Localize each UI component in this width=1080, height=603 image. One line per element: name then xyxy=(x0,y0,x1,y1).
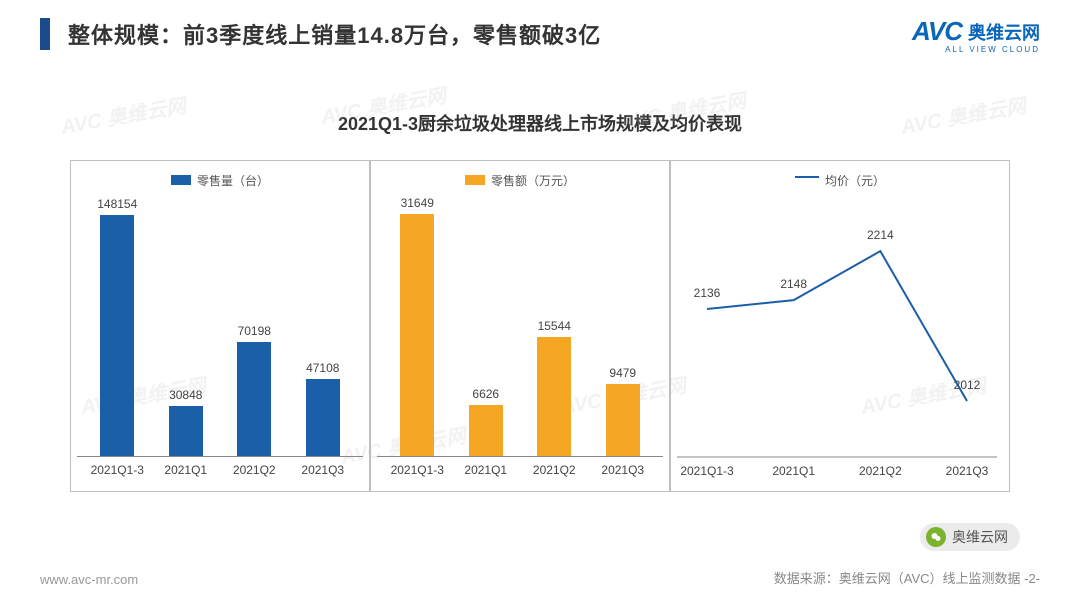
charts-row: 零售量（台） 148154308487019847108 2021Q1-3202… xyxy=(0,160,1080,492)
bar-area: 148154 30848 70198 47108 xyxy=(77,197,363,457)
bar-0: 148154 xyxy=(85,197,149,456)
bar-rect xyxy=(537,337,571,456)
bar-3: 47108 xyxy=(291,361,355,456)
x-tick: 2021Q3 xyxy=(946,464,989,478)
bar-rect xyxy=(306,379,340,456)
logo-text-en: AVC xyxy=(912,16,962,47)
x-tick: 2021Q3 xyxy=(291,463,355,477)
line-value-label: 2214 xyxy=(867,228,894,242)
bar-value-label: 9479 xyxy=(609,366,636,380)
line-plot: 2136 2148 2214 2012 2021Q1-3 2021Q1 2021Q2 2021… xyxy=(677,197,1003,485)
bar-value-label: 70198 xyxy=(238,324,271,338)
x-axis: 2021Q1-3 2021Q1 2021Q2 2021Q3 xyxy=(77,457,363,477)
bar-rect xyxy=(100,215,134,456)
chart-main-title: 2021Q1-3厨余垃圾处理器线上市场规模及均价表现 xyxy=(0,110,1080,136)
x-axis: 2021Q1-3 2021Q1 2021Q2 2021Q3 xyxy=(377,457,663,477)
line-value-label: 2136 xyxy=(694,286,721,300)
x-tick: 2021Q2 xyxy=(522,463,586,477)
bar-2: 15544 xyxy=(522,319,586,456)
sales-volume-bar-chart: 零售量（台） 148154308487019847108 2021Q1-3202… xyxy=(70,160,370,492)
legend-price: 均价（元） xyxy=(677,171,1003,189)
bar-value-label: 30848 xyxy=(169,388,202,402)
bar-value-label: 6626 xyxy=(472,387,499,401)
bar-value-label: 47108 xyxy=(306,361,339,375)
bar-rect xyxy=(400,214,434,456)
page-title: 整体规模：前3季度线上销量14.8万台，零售额破3亿 xyxy=(68,18,601,50)
line-svg: 2136 2148 2214 2012 2021Q1-3 2021Q1 2021Q2 2021… xyxy=(677,197,997,485)
x-tick: 2021Q2 xyxy=(222,463,286,477)
brand-logo: AVC 奥维云网 ALL VIEW CLOUD xyxy=(912,16,1040,54)
legend-swatch xyxy=(465,175,485,185)
bar-rect xyxy=(237,342,271,456)
x-tick: 2021Q3 xyxy=(591,463,655,477)
wechat-badge: 奥维云网 xyxy=(920,523,1020,551)
x-tick: 2021Q1 xyxy=(154,463,218,477)
bar-1: 6626 xyxy=(454,387,518,456)
x-tick: 2021Q1 xyxy=(772,464,815,478)
footer-url: www.avc-mr.com xyxy=(40,572,138,587)
legend-line-swatch xyxy=(795,176,819,178)
wechat-label: 奥维云网 xyxy=(952,527,1008,547)
x-tick: 2021Q2 xyxy=(859,464,902,478)
bar-area: 31649 6626 15544 9479 xyxy=(377,197,663,457)
bar-rect xyxy=(469,405,503,456)
bar-rect xyxy=(606,384,640,456)
bar-3: 9479 xyxy=(591,366,655,456)
legend-volume: 零售量（台） xyxy=(77,171,363,189)
wechat-icon xyxy=(926,527,946,547)
line-value-label: 2012 xyxy=(954,378,981,392)
footer-source: 数据来源：奥维云网（AVC）线上监测数据 -2- xyxy=(774,568,1040,587)
bar-value-label: 31649 xyxy=(401,196,434,210)
header-accent-bar xyxy=(40,18,50,50)
legend-label: 零售量（台） xyxy=(197,172,269,189)
line-path xyxy=(707,251,967,401)
bar-1: 30848 xyxy=(154,388,218,456)
bar-value-label: 15544 xyxy=(538,319,571,333)
legend-label: 均价（元） xyxy=(825,172,885,189)
x-tick: 2021Q1-3 xyxy=(680,464,734,478)
legend-amount: 零售额（万元） xyxy=(377,171,663,189)
legend-label: 零售额（万元） xyxy=(491,172,575,189)
legend-swatch xyxy=(171,175,191,185)
x-tick: 2021Q1-3 xyxy=(385,463,449,477)
avg-price-line-chart: 均价（元） 2136 2148 2214 2012 2021Q1-3 2021Q1 2021… xyxy=(670,160,1010,492)
sales-amount-bar-chart: 零售额（万元） 316496626155449479 2021Q1-32021Q… xyxy=(370,160,670,492)
logo-text-cn: 奥维云网 xyxy=(968,19,1040,45)
bar-0: 31649 xyxy=(385,196,449,456)
x-tick: 2021Q1-3 xyxy=(85,463,149,477)
bar-rect xyxy=(169,406,203,456)
line-value-label: 2148 xyxy=(780,277,807,291)
bar-2: 70198 xyxy=(222,324,286,456)
bar-value-label: 148154 xyxy=(97,197,137,211)
x-tick: 2021Q1 xyxy=(454,463,518,477)
